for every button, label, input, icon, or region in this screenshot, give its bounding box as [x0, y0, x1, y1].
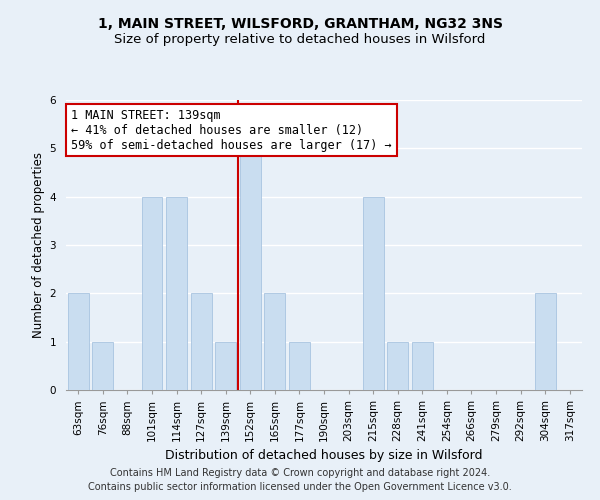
Text: Size of property relative to detached houses in Wilsford: Size of property relative to detached ho… — [115, 32, 485, 46]
Bar — [387, 342, 408, 390]
Bar — [166, 196, 187, 390]
Bar — [535, 294, 556, 390]
Text: 1 MAIN STREET: 139sqm
← 41% of detached houses are smaller (12)
59% of semi-deta: 1 MAIN STREET: 139sqm ← 41% of detached … — [71, 108, 392, 152]
Text: Contains public sector information licensed under the Open Government Licence v3: Contains public sector information licen… — [88, 482, 512, 492]
Text: 1, MAIN STREET, WILSFORD, GRANTHAM, NG32 3NS: 1, MAIN STREET, WILSFORD, GRANTHAM, NG32… — [97, 18, 503, 32]
Bar — [412, 342, 433, 390]
Bar — [68, 294, 89, 390]
Text: Contains HM Land Registry data © Crown copyright and database right 2024.: Contains HM Land Registry data © Crown c… — [110, 468, 490, 477]
Bar — [289, 342, 310, 390]
X-axis label: Distribution of detached houses by size in Wilsford: Distribution of detached houses by size … — [165, 450, 483, 462]
Bar — [362, 196, 383, 390]
Bar — [240, 148, 261, 390]
Bar — [142, 196, 163, 390]
Bar — [215, 342, 236, 390]
Bar — [191, 294, 212, 390]
Y-axis label: Number of detached properties: Number of detached properties — [32, 152, 46, 338]
Bar — [265, 294, 286, 390]
Bar — [92, 342, 113, 390]
